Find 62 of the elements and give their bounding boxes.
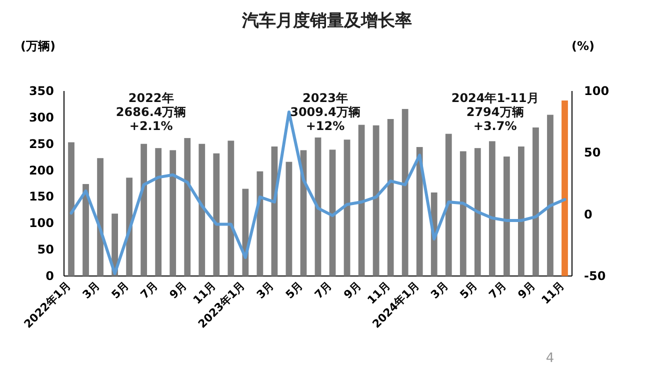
x-tick-label: 5月 <box>283 278 306 302</box>
bar <box>445 134 452 276</box>
y-tick-label: 0 <box>46 269 54 283</box>
y-tick-label: 250 <box>28 136 54 151</box>
bar <box>228 140 234 276</box>
bar <box>358 124 365 276</box>
y-tick-label: 150 <box>28 190 54 204</box>
x-tick-label: 3月 <box>428 278 451 302</box>
bar <box>503 156 510 276</box>
y2-axis-title: (%) <box>572 39 594 53</box>
annotation: 2024年1-11月 2794万辆 +3.7% <box>451 91 539 133</box>
bar <box>474 148 481 276</box>
bar <box>402 108 408 276</box>
bar <box>547 114 554 276</box>
bar <box>329 150 336 276</box>
bar <box>562 100 568 276</box>
bar <box>126 178 133 276</box>
bar <box>97 158 104 276</box>
x-tick-label: 5月 <box>109 278 132 302</box>
y2-tick-label: -50 <box>584 269 606 283</box>
bar <box>198 144 206 276</box>
x-tick-label: 7月 <box>486 278 509 302</box>
x-tick-label: 9月 <box>341 278 364 302</box>
x-tick-label: 3月 <box>254 278 277 302</box>
x-tick-label: 9月 <box>515 278 538 302</box>
text: 4 <box>546 351 554 366</box>
annotation: 2022年 2686.4万辆 +2.1% <box>116 91 186 133</box>
bar <box>518 146 524 276</box>
annotation: 2023年 3009.4万辆 +12% <box>290 91 360 133</box>
bar <box>416 147 423 276</box>
y-tick-label: 300 <box>28 110 54 124</box>
y2-tick-label: 100 <box>584 84 610 98</box>
x-tick-label: 3月 <box>80 278 102 302</box>
x-tick-label: 11月 <box>539 278 567 307</box>
bar <box>184 138 191 276</box>
bar <box>170 150 176 276</box>
x-tick-label: 7月 <box>312 278 335 302</box>
y2-tick-label: 50 <box>584 146 601 160</box>
x-tick-label: 9月 <box>167 278 190 302</box>
y-axis-title: (万辆) <box>20 39 56 53</box>
y-tick-label: 200 <box>28 163 54 178</box>
bar <box>82 184 89 276</box>
y2-tick-label: 0 <box>584 207 592 222</box>
bar <box>372 125 380 276</box>
y-tick-label: 350 <box>28 84 54 98</box>
bar <box>344 140 350 276</box>
chart-title: 汽车月度销量及增长率 <box>241 11 412 31</box>
bar <box>213 153 220 276</box>
bar <box>532 127 539 276</box>
bar <box>460 151 466 276</box>
bar <box>488 141 496 276</box>
bar <box>140 144 148 276</box>
x-tick-label: 7月 <box>138 278 160 302</box>
bar <box>286 162 292 276</box>
y-tick-label: 100 <box>28 216 54 230</box>
bar <box>256 171 264 276</box>
bar <box>155 148 162 276</box>
bar <box>387 119 394 276</box>
x-tick-label: 5月 <box>457 278 480 302</box>
y-tick-label: 50 <box>37 242 54 257</box>
bar <box>68 142 74 276</box>
bar <box>314 138 322 276</box>
